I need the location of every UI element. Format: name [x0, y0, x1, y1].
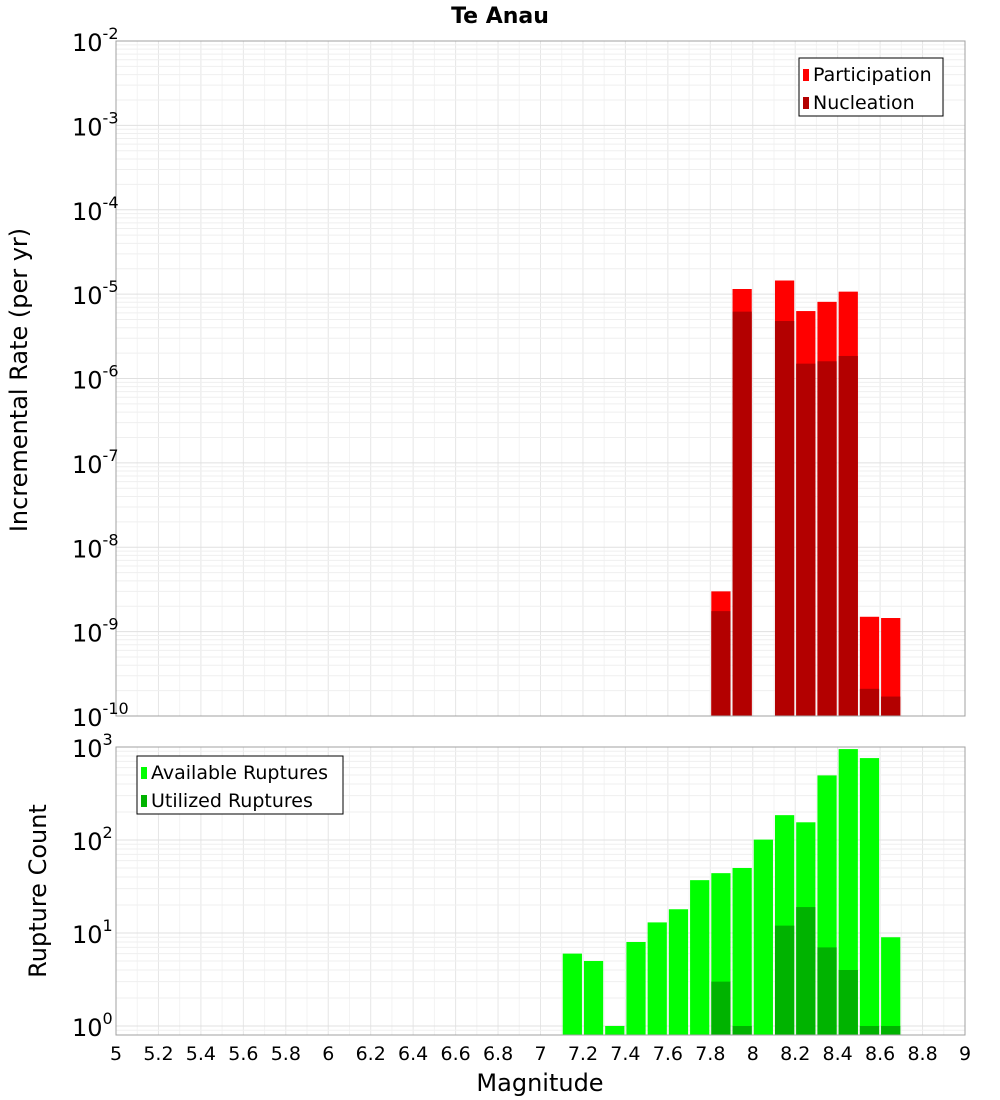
- y-tick-label: 100: [72, 1009, 113, 1042]
- x-tick-label: 7.8: [695, 1043, 725, 1065]
- y-tick-label: 101: [72, 916, 113, 949]
- bar-overlay-rate: [881, 696, 901, 716]
- x-tick-label: 5.6: [228, 1043, 258, 1065]
- bar-overlay-rate: [796, 363, 816, 716]
- rate-series-nucleation: [711, 311, 901, 716]
- y-tick-label: 10-3: [72, 108, 119, 141]
- x-tick-label: 7: [534, 1043, 546, 1065]
- bar-overlay-count: [881, 1025, 901, 1035]
- count-plot-border: [115, 746, 966, 1036]
- y-tick-label: 10-7: [72, 446, 119, 479]
- bar-overlay-rate: [732, 311, 752, 716]
- x-tick-label: 5: [110, 1043, 122, 1065]
- x-tick-labels: 5 5.2 5.4 5.6 5.8 6 6.2 6.4 6.6 6.8 7 7.2 7.4 7.6 7.8 8…: [110, 1043, 971, 1065]
- x-tick-label: 6.6: [440, 1043, 470, 1065]
- x-tick-label: 8.6: [865, 1043, 895, 1065]
- x-tick-label: 5.8: [271, 1043, 301, 1065]
- bar-count: [605, 1025, 625, 1035]
- bar-rate: [881, 618, 901, 716]
- bar-count: [732, 867, 752, 1035]
- bar-count: [647, 922, 667, 1035]
- legend-swatch: [803, 97, 809, 109]
- legend-label: Participation: [813, 64, 932, 86]
- bar-overlay-count: [732, 1025, 752, 1035]
- legend-swatch: [141, 767, 147, 779]
- x-tick-label: 7.2: [568, 1043, 598, 1065]
- count-series-utilized-ruptures: [711, 907, 901, 1035]
- rate-panel: 10-10 10-9 10-8 10-7 10-6 10-5 10-4 10-3 10-2 Par…: [72, 24, 966, 732]
- y-tick-label: 10-8: [72, 530, 119, 563]
- count-legend: Available Ruptures Utilized Ruptures: [136, 755, 344, 815]
- legend-swatch: [141, 795, 147, 807]
- legend-label: Nucleation: [813, 92, 915, 114]
- bar-count: [881, 937, 901, 1035]
- bar-count: [838, 749, 858, 1035]
- y-tick-label: 10-6: [72, 362, 119, 395]
- legend-label: Utilized Ruptures: [151, 790, 313, 812]
- rate-legend: Participation Nucleation: [798, 57, 944, 117]
- bar-overlay-count: [817, 947, 837, 1035]
- bar-count: [753, 839, 773, 1035]
- y-tick-label: 102: [72, 823, 113, 856]
- count-series-available-ruptures: [562, 749, 901, 1035]
- x-tick-label: 6.4: [398, 1043, 428, 1065]
- bar-overlay-rate: [817, 361, 837, 716]
- x-tick-label: 6.8: [483, 1043, 513, 1065]
- x-tick-label: 8.8: [907, 1043, 937, 1065]
- bar-overlay-count: [796, 907, 816, 1035]
- rate-plot-border: [115, 40, 966, 717]
- x-tick-label: 8.4: [823, 1043, 853, 1065]
- x-tick-label: 8.2: [780, 1043, 810, 1065]
- y-tick-label: 10-2: [72, 24, 119, 57]
- y-tick-label: 10-5: [72, 277, 119, 310]
- bar-overlay-count: [859, 1025, 880, 1035]
- legend-box: [798, 57, 944, 117]
- x-tick-label: 8: [747, 1043, 759, 1065]
- bar-count: [859, 758, 880, 1035]
- x-tick-label: 9: [959, 1043, 971, 1065]
- y-tick-label: 10-10: [72, 699, 129, 732]
- y-tick-label: 10-4: [72, 193, 119, 226]
- x-tick-label: 5.4: [186, 1043, 216, 1065]
- legend-swatch: [803, 69, 809, 81]
- bar-count: [626, 942, 646, 1035]
- x-tick-label: 6.2: [356, 1043, 386, 1065]
- count-y-tick-labels: 100 101 102 103: [72, 730, 113, 1042]
- x-tick-label: 7.4: [610, 1043, 640, 1065]
- x-tick-label: 5.2: [143, 1043, 173, 1065]
- chart-title: Te Anau: [451, 4, 549, 29]
- bar-overlay-rate: [774, 321, 795, 716]
- y-tick-label: 10-9: [72, 615, 119, 648]
- bar-overlay-rate: [711, 611, 731, 716]
- bar-count: [668, 909, 689, 1035]
- count-y-axis-label: Rupture Count: [24, 804, 52, 978]
- bar-overlay-count: [774, 925, 795, 1035]
- bar-overlay-count: [838, 969, 858, 1035]
- bar-overlay-rate: [838, 355, 858, 716]
- x-axis-label: Magnitude: [476, 1069, 603, 1097]
- rate-y-tick-labels: 10-10 10-9 10-8 10-7 10-6 10-5 10-4 10-3 10-2: [72, 24, 129, 732]
- bar-overlay-rate: [859, 688, 880, 716]
- legend-box: [136, 755, 344, 815]
- bar-overlay-count: [711, 981, 731, 1035]
- bar-count: [690, 880, 710, 1035]
- y-tick-label: 103: [72, 730, 113, 763]
- x-tick-label: 6: [322, 1043, 334, 1065]
- x-tick-label: 7.6: [653, 1043, 683, 1065]
- bar-count: [562, 953, 582, 1035]
- rate-gridlines: [115, 40, 966, 717]
- legend-label: Available Ruptures: [151, 762, 328, 784]
- rate-y-axis-label: Incremental Rate (per yr): [5, 228, 33, 532]
- bar-count: [583, 960, 604, 1035]
